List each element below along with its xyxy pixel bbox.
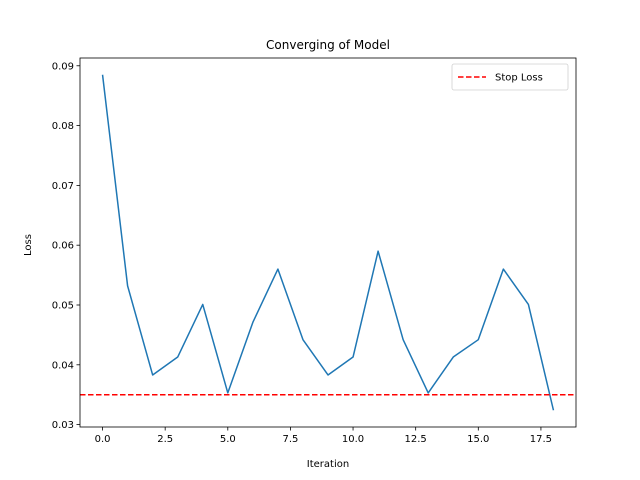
y-tick-label: 0.06 (52, 241, 74, 252)
chart-title: Converging of Model (266, 38, 390, 52)
y-tick-label: 0.08 (52, 121, 74, 132)
y-axis-label: Loss (23, 234, 34, 256)
x-tick-label: 2.5 (157, 434, 173, 445)
x-tick-label: 0.0 (95, 434, 111, 445)
x-tick-label: 12.5 (405, 434, 427, 445)
axes-frame (79, 57, 577, 428)
y-tick-label: 0.07 (52, 181, 74, 192)
loss-series-line (101, 74, 555, 411)
y-tick-label: 0.09 (52, 61, 74, 72)
x-tick-label: 15.0 (467, 434, 489, 445)
y-tick-label: 0.04 (52, 360, 74, 371)
legend-box (451, 63, 569, 91)
y-tick-label: 0.03 (52, 420, 74, 431)
legend-label: Stop Loss (495, 73, 543, 84)
x-tick-label: 17.5 (530, 434, 552, 445)
x-tick-label: 5.0 (220, 434, 236, 445)
plot-area: 0.0 2.5 5.0 7.5 10.0 12.5 15.0 17.5 0.03 0.04 0.05… (52, 57, 577, 445)
x-tick-label: 7.5 (282, 434, 298, 445)
y-tick-label: 0.05 (52, 300, 74, 311)
x-tick-label: 10.0 (342, 434, 364, 445)
x-axis-label: Iteration (307, 459, 349, 470)
